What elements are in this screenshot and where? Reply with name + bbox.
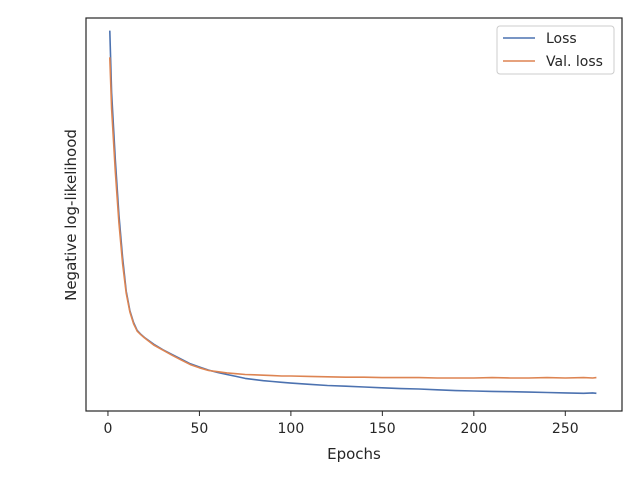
- legend: Loss Val. loss: [496, 25, 615, 75]
- series-layer: [109, 30, 597, 395]
- plot-frame: [85, 17, 623, 412]
- plot-background: [86, 18, 622, 411]
- x-tick-label: 0: [103, 421, 112, 437]
- legend-label-loss: Loss: [546, 31, 577, 47]
- x-tick-label: 200: [460, 421, 487, 437]
- x-tick-label: 100: [278, 421, 305, 437]
- x-tick-label: 50: [191, 421, 209, 437]
- x-axis-label: Epochs: [327, 445, 381, 463]
- x-tick-label: 150: [369, 421, 396, 437]
- y-axis-label: Negative log-likelihood: [62, 129, 80, 301]
- legend-label-val-loss: Val. loss: [546, 54, 603, 70]
- x-axis: 0 50 100 150 200 250: [103, 411, 579, 437]
- x-tick-label: 250: [552, 421, 579, 437]
- series-line-val-loss: [109, 57, 597, 379]
